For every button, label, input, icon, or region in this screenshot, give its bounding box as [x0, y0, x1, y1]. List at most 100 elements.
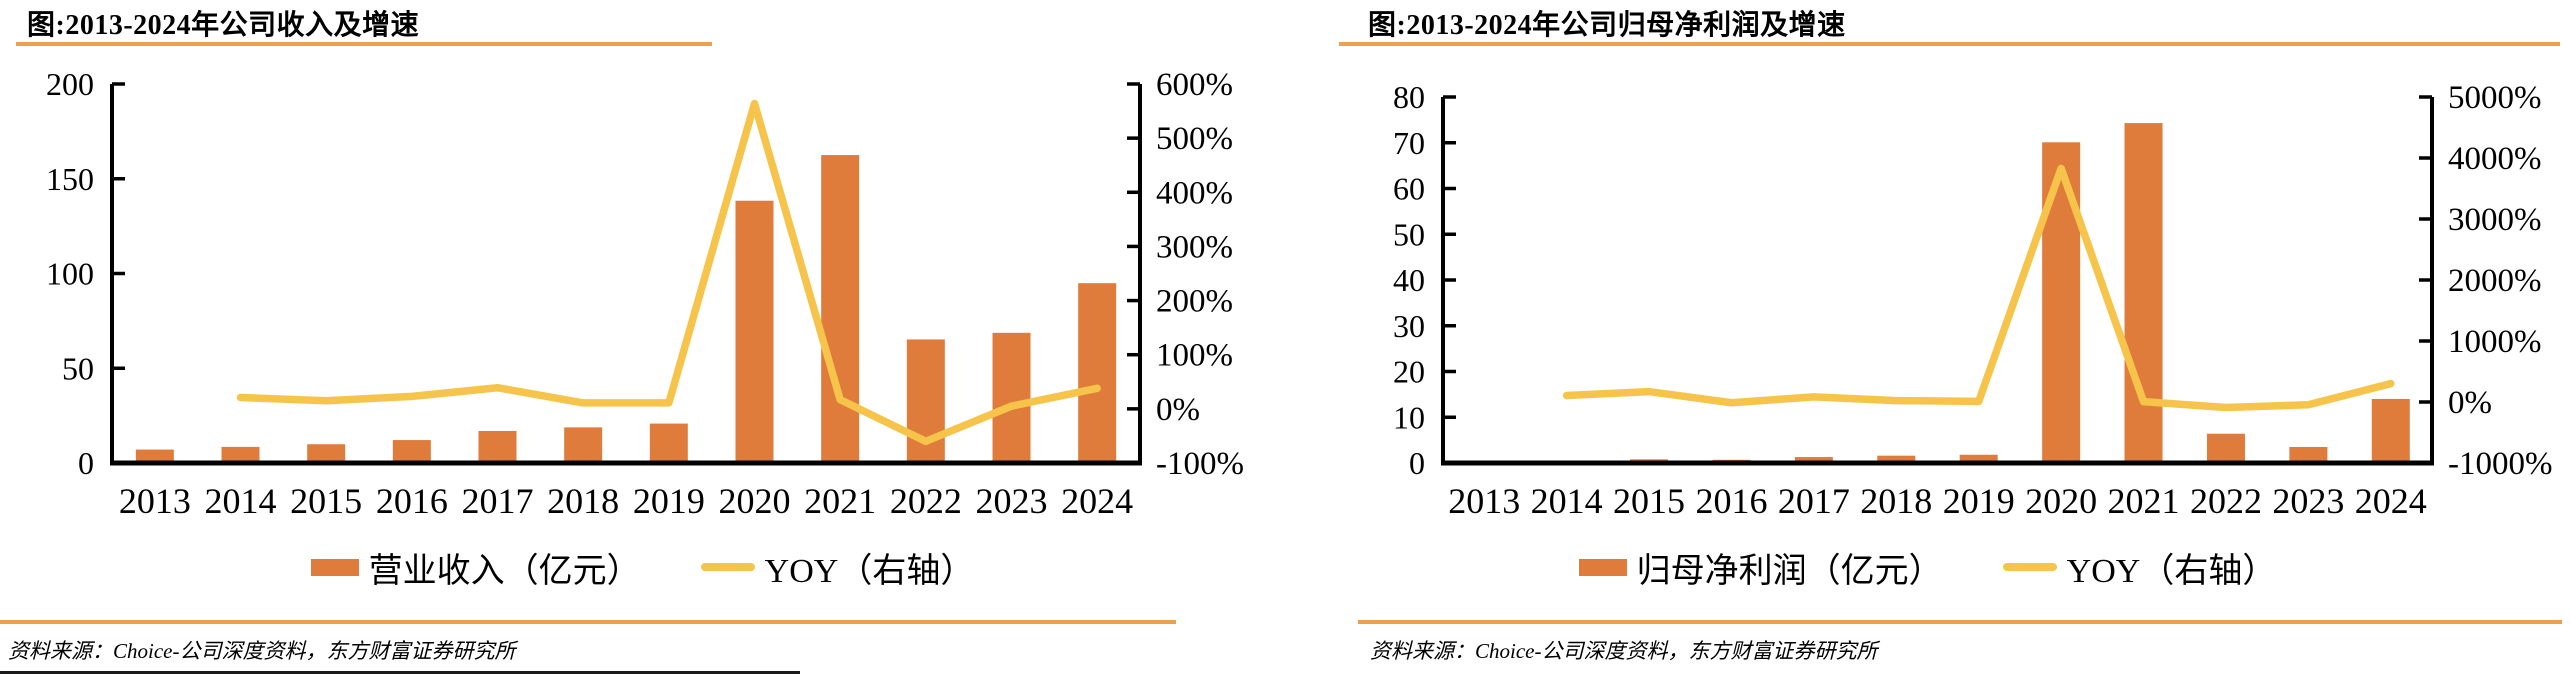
left-axis-tick-label: 50: [62, 350, 94, 386]
left-axis-tick-label: 80: [1393, 79, 1425, 115]
right-axis-tick-label: -100%: [1156, 446, 1244, 482]
chart-legend: 营业收入（亿元） YOY（右轴）: [0, 546, 1285, 590]
bar-2015: [307, 444, 346, 463]
legend-label: 营业收入（亿元）: [368, 552, 641, 590]
bar-2016: [392, 440, 431, 463]
legend-item: 归母净利润（亿元）: [1578, 543, 1943, 592]
yoy-line: [236, 99, 1101, 446]
bar-2014: [221, 446, 260, 463]
bar-2017: [1794, 457, 1833, 463]
legend-item: YOY（右轴）: [2002, 543, 2277, 592]
x-axis-year-label: 2024: [1061, 481, 1133, 521]
x-axis-year-label: 2015: [290, 481, 362, 521]
legend-item: 营业收入（亿元）: [310, 543, 641, 592]
revenue-growth-chart: 0 50 100 150 200 -100% 0% 100% 200% 300% 400% 500% 6…: [46, 66, 1244, 521]
x-axis-year-label: 2016: [1695, 481, 1767, 521]
left-axis-tick-label: 0: [1409, 445, 1425, 481]
chart-legend: 归母净利润（亿元） YOY（右轴）: [1285, 546, 2570, 590]
x-axis-year-label: 2020: [719, 481, 791, 521]
axes: 0 10 20 30 40 50 60 70 80 -1000% 0% 1000% 2000% 3000%…: [1393, 79, 2552, 521]
legend-item: YOY（右轴）: [700, 543, 975, 592]
x-axis-year-label: 2019: [633, 481, 705, 521]
left-axis-tick-label: 40: [1393, 262, 1425, 298]
page-bottom-border: [0, 671, 800, 674]
left-axis-tick-label: 100: [46, 256, 94, 292]
left-axis-tick-label: 50: [1393, 216, 1425, 252]
x-axis-year-label: 2022: [2190, 481, 2262, 521]
x-axis-year-label: 2023: [2272, 481, 2344, 521]
bar-2022: [2206, 433, 2245, 463]
right-axis-tick-label: 0%: [2448, 385, 2492, 421]
bar-2019: [649, 423, 688, 463]
left-axis-tick-label: 20: [1393, 354, 1425, 390]
title-underline: [16, 42, 712, 46]
right-axis-tick-label: 400%: [1156, 175, 1233, 211]
bar-2019: [1959, 454, 1998, 463]
bar-2024: [2371, 398, 2410, 463]
x-axis-year-label: 2015: [1613, 481, 1685, 521]
bar-2024: [1078, 283, 1117, 463]
right-axis-tick-label: -1000%: [2448, 446, 2552, 482]
left-axis-tick-label: 150: [46, 161, 94, 197]
left-axis-tick-label: 200: [46, 66, 94, 102]
source-divider: [0, 620, 1176, 624]
x-axis-year-label: 2017: [462, 481, 534, 521]
bar-2018: [1877, 455, 1916, 463]
chart-title: 图:2013-2024年公司归母净利润及增速: [1368, 10, 1846, 41]
right-axis-tick-label: 2000%: [2448, 263, 2542, 299]
right-axis-tick-label: 0%: [1156, 392, 1200, 428]
x-axis-year-label: 2014: [1531, 481, 1603, 521]
x-axis-year-label: 2013: [119, 481, 191, 521]
x-axis-year-label: 2024: [2355, 481, 2427, 521]
right-axis-tick-label: 3000%: [2448, 202, 2542, 238]
x-axis-year-label: 2023: [976, 481, 1048, 521]
left-axis-tick-label: 10: [1393, 399, 1425, 435]
revenue-chart-panel: 图:2013-2024年公司收入及增速 0 50 100 150 200 -100% 0% 1…: [0, 10, 1285, 663]
net-profit-chart-panel: 图:2013-2024年公司归母净利润及增速 0 10 20 30 40 50 60 70 80…: [1285, 0, 2570, 674]
x-axis-year-label: 2017: [1778, 481, 1850, 521]
bar-2021: [821, 155, 860, 463]
axes: 0 50 100 150 200 -100% 0% 100% 200% 300% 400% 500% 6…: [46, 66, 1244, 521]
bar-2013: [135, 449, 174, 463]
bar-2017: [478, 430, 517, 463]
title-underline: [1339, 42, 2560, 46]
right-axis-tick-label: 500%: [1156, 121, 1233, 157]
left-axis-tick-label: 30: [1393, 308, 1425, 344]
line-swatch-icon: [700, 563, 755, 571]
x-axis-year-label: 2022: [890, 481, 962, 521]
right-axis-tick-label: 200%: [1156, 284, 1233, 320]
source-note: 资料来源：Choice-公司深度资料，东方财富证券研究所: [1370, 639, 1878, 663]
legend-label: YOY（右轴）: [764, 552, 975, 590]
x-axis-year-label: 2020: [2025, 481, 2097, 521]
net-profit-growth-chart: 0 10 20 30 40 50 60 70 80 -1000% 0% 1000% 2000% 3000%…: [1393, 79, 2552, 521]
source-note: 资料来源：Choice-公司深度资料，东方财富证券研究所: [8, 639, 516, 663]
left-axis-tick-label: 70: [1393, 125, 1425, 161]
legend-label: YOY（右轴）: [2066, 552, 2277, 590]
right-axis-tick-label: 5000%: [2448, 80, 2542, 116]
x-axis-year-label: 2014: [205, 481, 277, 521]
legend-label: 归母净利润（亿元）: [1636, 552, 1943, 590]
left-axis-tick-label: 0: [78, 445, 94, 481]
source-divider: [1358, 620, 2562, 624]
x-axis-year-label: 2018: [547, 481, 619, 521]
x-axis-year-label: 2013: [1448, 481, 1520, 521]
right-axis-tick-label: 1000%: [2448, 324, 2542, 360]
x-axis-year-label: 2018: [1860, 481, 1932, 521]
bar-2021: [2124, 123, 2163, 463]
chart-title: 图:2013-2024年公司收入及增速: [27, 10, 420, 41]
bar-2020: [735, 200, 774, 463]
bar-swatch-icon: [310, 558, 359, 576]
x-axis-year-label: 2016: [376, 481, 448, 521]
x-axis-year-label: 2019: [1943, 481, 2015, 521]
bar-2023: [2289, 446, 2328, 463]
left-axis-tick-label: 60: [1393, 171, 1425, 207]
bar-2023: [992, 332, 1031, 463]
right-axis-tick-label: 300%: [1156, 229, 1233, 265]
bar-2020: [2042, 142, 2081, 464]
x-axis-year-label: 2021: [2108, 481, 2180, 521]
x-axis-year-label: 2021: [804, 481, 876, 521]
right-axis-tick-label: 100%: [1156, 338, 1233, 374]
line-swatch-icon: [2002, 563, 2057, 571]
yoy-line: [1562, 164, 2395, 412]
